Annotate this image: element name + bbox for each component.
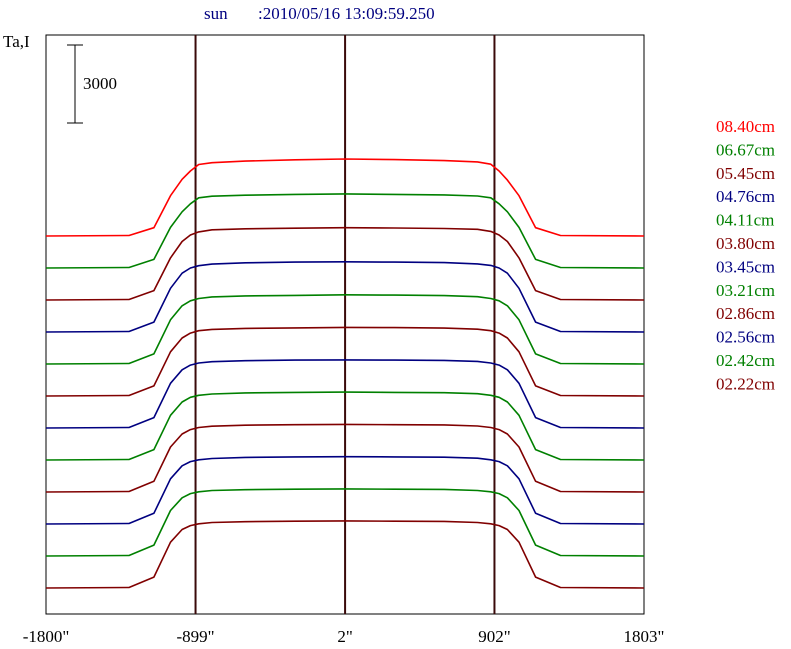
x-tick-label-2: 2" [337,627,352,646]
legend-entry-04.76cm: 04.76cm [716,187,775,206]
series-line-02.42cm [45,488,645,557]
legend-entry-02.22cm: 02.22cm [716,374,775,393]
series-line-02.86cm [45,423,645,493]
series-line-03.80cm [45,326,645,397]
series-line-04.76cm [45,261,645,333]
series-line-02.22cm [45,520,645,589]
legend-entry-03.45cm: 03.45cm [716,257,775,276]
legend-entry-02.56cm: 02.56cm [716,328,775,347]
series-line-04.11cm [45,294,645,365]
legend-entry-02.42cm: 02.42cm [716,351,775,370]
legend-entry-08.40cm: 08.40cm [716,117,775,136]
series-line-05.45cm [45,226,645,301]
x-tick-label-1: -899" [176,627,214,646]
series-line-08.40cm [45,158,645,237]
observation-timestamp: :2010/05/16 13:09:59.250 [258,4,435,23]
scale-bar-label: 3000 [83,74,117,93]
legend-entry-06.67cm: 06.67cm [716,140,775,159]
y-axis-label: Ta,I [3,32,30,51]
object-name: sun [204,4,228,23]
series-line-06.67cm [45,193,645,269]
legend-entry-04.11cm: 04.11cm [716,211,774,230]
legend-entry-05.45cm: 05.45cm [716,164,775,183]
series-line-02.56cm [45,455,645,525]
legend-entry-03.21cm: 03.21cm [716,281,775,300]
series-line-03.45cm [45,359,645,429]
header-title: sun :2010/05/16 13:09:59.250 [0,4,791,26]
x-tick-label-0: -1800" [23,627,70,646]
legend-entry-02.86cm: 02.86cm [716,304,775,323]
series-line-03.21cm [45,391,645,461]
x-tick-label-4: 1803" [624,627,665,646]
x-tick-label-3: 902" [478,627,510,646]
legend-entry-03.80cm: 03.80cm [716,234,775,253]
